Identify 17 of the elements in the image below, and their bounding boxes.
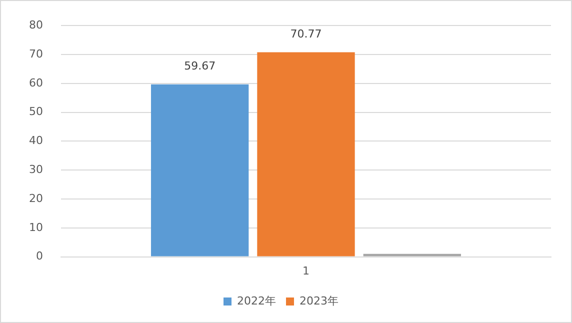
y-tick-label: 20 <box>28 192 43 205</box>
y-tick-label: 40 <box>28 134 43 148</box>
bar <box>363 254 462 256</box>
bar <box>257 52 355 256</box>
y-tick-label: 80 <box>28 18 43 32</box>
y-tick-label: 30 <box>28 162 43 176</box>
y-tick-label: 70 <box>28 47 43 60</box>
y-tick-label: 0 <box>36 250 43 263</box>
bar <box>150 84 249 256</box>
data-label: 59.67 <box>184 60 216 73</box>
y-tick-label: 10 <box>28 220 43 234</box>
data-label: 70.77 <box>290 28 322 41</box>
legend-label: 2022年 <box>237 294 276 308</box>
x-tick-label: 1 <box>302 264 310 278</box>
y-tick-label: 50 <box>28 105 43 118</box>
y-tick-label: 60 <box>28 76 43 90</box>
legend-label: 2023年 <box>300 294 338 308</box>
